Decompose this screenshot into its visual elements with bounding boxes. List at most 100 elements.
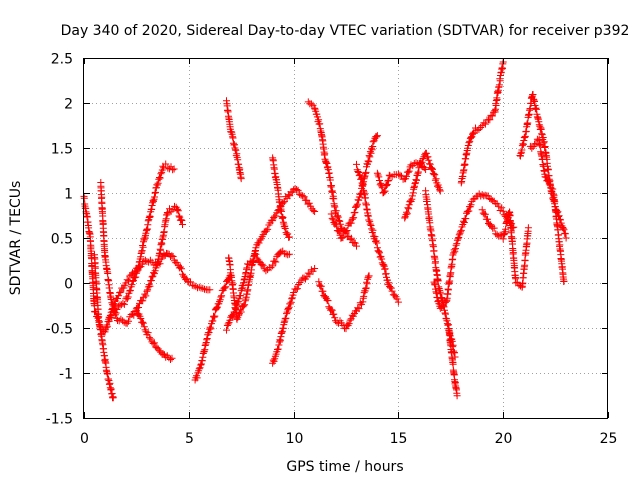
series-s7 [223, 97, 245, 183]
data-point [354, 304, 362, 312]
data-point [143, 287, 151, 295]
data-point [328, 306, 336, 314]
data-point [333, 318, 341, 326]
data-point [226, 316, 234, 324]
data-point [146, 282, 154, 290]
series-s17 [401, 149, 444, 222]
series-s21 [457, 58, 507, 187]
data-point [288, 295, 296, 303]
data-point [429, 169, 437, 177]
data-point [300, 193, 308, 201]
data-point [162, 160, 170, 168]
data-point [179, 221, 186, 228]
data-point [407, 197, 414, 205]
data-point [336, 217, 344, 225]
data-point [488, 112, 496, 120]
data-point [353, 160, 360, 168]
data-point [178, 217, 186, 224]
x-tick-label: 25 [600, 431, 618, 447]
data-point [223, 322, 231, 329]
data-point [258, 260, 266, 268]
data-point [403, 210, 411, 218]
data-point [164, 164, 172, 172]
data-point [145, 281, 153, 289]
data-point [305, 199, 313, 207]
data-point [453, 392, 461, 400]
data-point [353, 242, 360, 250]
data-point [297, 191, 305, 199]
data-point [164, 209, 172, 217]
data-point [388, 287, 396, 295]
data-point [487, 196, 495, 203]
data-point [373, 169, 381, 177]
data-point [478, 191, 486, 199]
data-point [309, 101, 317, 109]
data-point [173, 206, 181, 214]
data-point [269, 217, 277, 225]
data-point [169, 253, 177, 260]
data-point [438, 303, 446, 311]
data-point [328, 214, 336, 222]
data-point [155, 175, 163, 183]
data-point [293, 285, 301, 293]
data-point [334, 227, 342, 235]
x-tick-label: 10 [286, 431, 304, 447]
data-point [223, 326, 230, 334]
data-point [486, 116, 494, 124]
data-point [366, 153, 374, 161]
data-point [559, 224, 567, 232]
data-point [374, 171, 382, 179]
series-s22 [478, 206, 532, 291]
data-point [262, 227, 270, 235]
series-s6 [191, 272, 235, 384]
data-point [107, 311, 114, 319]
data-point [104, 270, 112, 277]
data-point [426, 160, 434, 168]
data-point [269, 262, 277, 270]
data-point [434, 277, 442, 285]
data-point [364, 157, 372, 165]
y-tick-label: -1.5 [46, 412, 73, 428]
data-point [335, 217, 343, 224]
data-point [315, 278, 323, 286]
data-point [176, 263, 184, 271]
data-point [396, 171, 404, 179]
data-point [380, 189, 388, 196]
data-point [154, 179, 162, 187]
data-point [417, 160, 425, 168]
data-point [353, 202, 361, 210]
data-point [561, 230, 569, 238]
data-point [287, 298, 295, 306]
series-s2 [91, 251, 117, 402]
data-point [467, 134, 475, 141]
data-point [291, 185, 299, 193]
data-point [427, 164, 435, 172]
data-point [499, 207, 507, 215]
data-point [436, 187, 444, 195]
data-point [205, 329, 213, 336]
data-point [324, 297, 332, 305]
data-point [378, 255, 386, 263]
data-point [195, 365, 203, 373]
data-point [347, 234, 355, 242]
data-point [169, 166, 177, 174]
data-point [422, 166, 430, 173]
data-point [312, 107, 320, 115]
data-point [408, 195, 416, 203]
data-point [547, 184, 555, 192]
data-point [168, 252, 176, 260]
data-point [267, 264, 275, 272]
data-point [128, 281, 136, 289]
data-point [206, 323, 214, 331]
data-point [429, 165, 436, 173]
data-point [351, 208, 359, 216]
data-point [367, 222, 375, 229]
data-point [103, 321, 111, 329]
data-point [255, 239, 263, 247]
data-point [368, 146, 376, 154]
data-point [272, 212, 280, 220]
data-point [259, 262, 267, 270]
data-point [465, 139, 473, 147]
data-point [207, 325, 215, 333]
